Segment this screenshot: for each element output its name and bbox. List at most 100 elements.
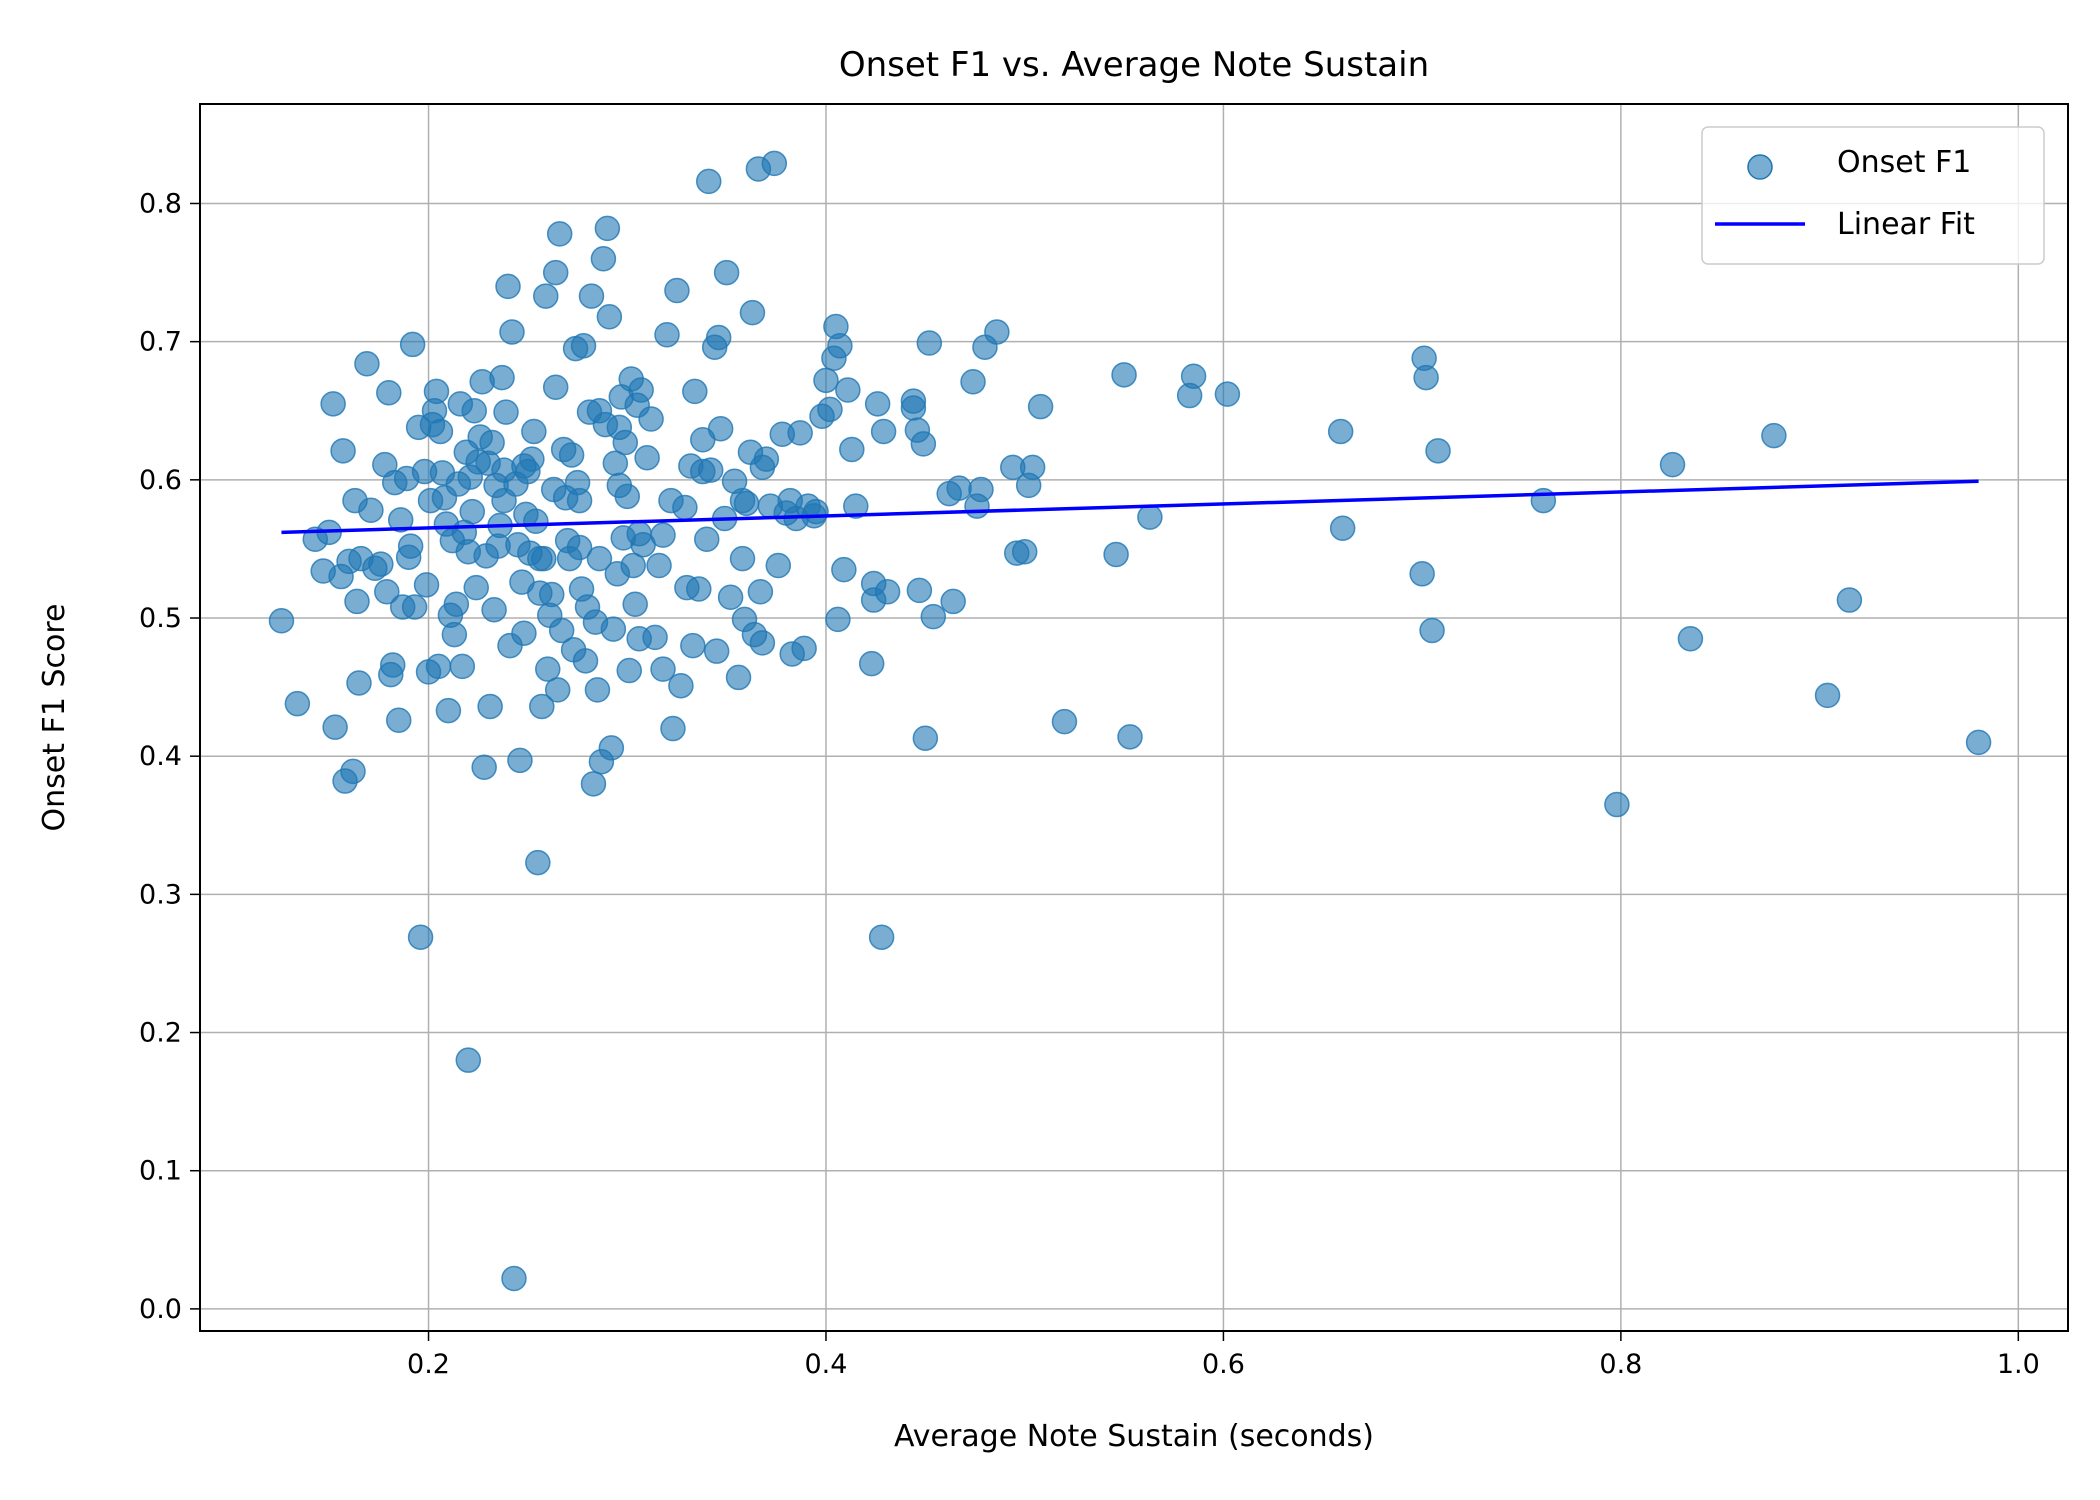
scatter-point — [660, 715, 686, 742]
scatter-point — [529, 693, 555, 720]
scatter-point — [443, 591, 470, 617]
scatter-point — [354, 351, 380, 377]
scatter-point — [664, 277, 690, 304]
x-axis-ticks: 0.2 0.4 0.6 0.8 1.0 — [407, 1331, 2040, 1380]
legend-marker-onset-f1 — [1747, 154, 1773, 180]
scatter-point — [628, 377, 654, 403]
x-tick-label: 0.4 — [805, 1349, 848, 1380]
scatter-point — [749, 630, 776, 656]
scatter-point — [523, 508, 549, 535]
scatter-point — [1111, 362, 1137, 388]
scatter-point — [1011, 538, 1038, 565]
scatter-point — [346, 670, 372, 696]
scatter-point — [527, 545, 553, 572]
scatter-point — [765, 552, 792, 579]
scatter-point — [707, 415, 734, 442]
scatter-point — [1814, 682, 1841, 709]
scatter-point — [825, 606, 851, 633]
scatter-point — [459, 498, 486, 525]
scatter-point — [1214, 381, 1241, 407]
scatter-point — [870, 418, 897, 445]
scatter-point — [580, 771, 607, 797]
scatter-point — [946, 475, 972, 501]
scatter-point — [358, 497, 384, 523]
grid — [200, 104, 2068, 1331]
scatter-point — [920, 603, 947, 630]
scatter-point — [1329, 515, 1356, 541]
scatter-points — [268, 150, 1992, 1292]
legend: Onset F1 Linear Fit — [1701, 126, 2045, 265]
scatter-point — [646, 552, 672, 579]
scatter-point — [650, 656, 676, 682]
scatter-point — [501, 1265, 527, 1292]
scatter-point — [984, 319, 1010, 345]
y-tick-label: 0.6 — [139, 465, 182, 496]
scatter-point — [455, 1047, 482, 1073]
scatter-point — [1180, 363, 1207, 389]
scatter-point — [858, 650, 885, 677]
scatter-point — [1761, 422, 1787, 449]
y-tick-label: 0.1 — [139, 1156, 182, 1187]
scatter-point — [725, 664, 752, 691]
scatter-point — [940, 588, 966, 615]
scatter-point — [739, 299, 766, 326]
scatter-point — [566, 534, 593, 561]
scatter-point — [1530, 487, 1557, 514]
y-tick-label: 0.0 — [139, 1294, 182, 1325]
x-tick-label: 0.2 — [407, 1349, 450, 1380]
scatter-point — [525, 849, 551, 876]
scatter-point — [586, 398, 613, 424]
scatter-point — [839, 436, 865, 463]
y-tick-label: 0.5 — [139, 603, 182, 634]
scatter-point — [521, 418, 547, 445]
scatter-point — [401, 594, 428, 620]
x-tick-label: 0.6 — [1202, 1349, 1245, 1380]
scatter-point — [1419, 617, 1445, 644]
chart-title: Onset F1 vs. Average Note Sustain — [839, 45, 1429, 85]
scatter-point — [638, 406, 664, 432]
scatter-point — [654, 322, 680, 348]
scatter-point — [322, 714, 348, 740]
scatter-point — [558, 442, 585, 468]
scatter-point — [493, 399, 519, 425]
scatter-point — [600, 616, 627, 642]
scatter-point — [584, 677, 611, 703]
scatter-point — [380, 652, 406, 678]
scatter-point — [831, 556, 857, 583]
scatter-point — [1137, 504, 1163, 530]
scatter-point — [320, 391, 346, 417]
scatter-point — [479, 429, 505, 456]
scatter-point — [413, 572, 440, 598]
scatter-point — [650, 522, 676, 548]
scatter-point — [542, 374, 569, 401]
scatter-point — [968, 476, 994, 503]
scatter-point — [461, 398, 487, 424]
scatter-point — [626, 520, 652, 547]
linear-fit-line — [281, 479, 1979, 535]
scatter-point — [489, 364, 515, 391]
scatter-point — [397, 533, 424, 559]
scatter-point — [533, 283, 559, 309]
scatter-point — [682, 378, 708, 405]
scatter-point — [586, 545, 613, 572]
scatter-point — [680, 632, 706, 659]
scatter-point — [544, 677, 571, 703]
scatter-point — [672, 494, 698, 521]
scatter-point — [340, 758, 366, 785]
scatter-point — [511, 453, 537, 479]
scatter-point — [622, 591, 648, 617]
scatter-point — [761, 150, 788, 177]
y-tick-label: 0.4 — [139, 741, 182, 772]
scatter-point — [960, 368, 986, 395]
scatter-point — [330, 438, 356, 464]
scatter-point — [387, 507, 414, 533]
y-tick-label: 0.3 — [139, 879, 182, 910]
scatter-point — [399, 331, 426, 358]
scatter-point — [376, 380, 402, 406]
scatter-point — [864, 391, 891, 417]
scatter-point — [916, 330, 943, 356]
scatter-point — [548, 617, 575, 644]
scatter-point — [868, 924, 895, 950]
scatter-point — [1103, 541, 1129, 568]
x-tick-label: 1.0 — [1997, 1349, 2040, 1380]
